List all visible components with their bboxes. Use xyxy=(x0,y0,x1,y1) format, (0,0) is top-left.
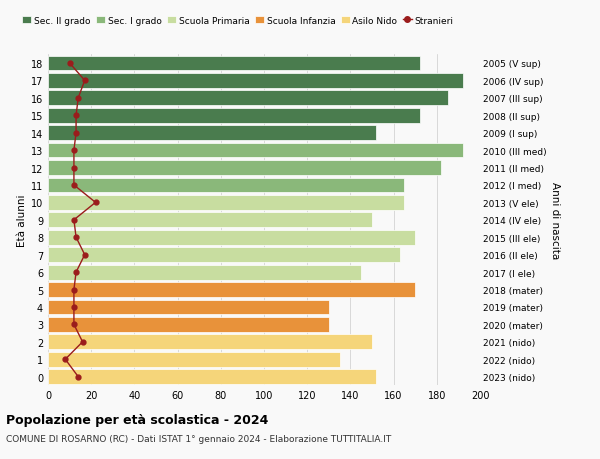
Bar xyxy=(48,109,419,123)
Bar xyxy=(48,352,340,367)
Legend: Sec. II grado, Sec. I grado, Scuola Primaria, Scuola Infanzia, Asilo Nido, Stran: Sec. II grado, Sec. I grado, Scuola Prim… xyxy=(22,17,454,26)
Bar xyxy=(48,300,329,315)
Bar xyxy=(48,143,463,158)
Bar xyxy=(48,282,415,297)
Bar xyxy=(48,230,415,245)
Text: Popolazione per età scolastica - 2024: Popolazione per età scolastica - 2024 xyxy=(6,413,268,426)
Bar xyxy=(48,178,404,193)
Bar xyxy=(48,91,448,106)
Bar xyxy=(48,317,329,332)
Y-axis label: Età alunni: Età alunni xyxy=(17,194,26,246)
Text: COMUNE DI ROSARNO (RC) - Dati ISTAT 1° gennaio 2024 - Elaborazione TUTTITALIA.IT: COMUNE DI ROSARNO (RC) - Dati ISTAT 1° g… xyxy=(6,434,391,443)
Bar xyxy=(48,213,372,228)
Bar xyxy=(48,56,419,71)
Bar xyxy=(48,74,463,89)
Bar xyxy=(48,126,376,141)
Bar xyxy=(48,335,372,349)
Bar xyxy=(48,248,400,263)
Bar xyxy=(48,161,441,175)
Y-axis label: Anni di nascita: Anni di nascita xyxy=(550,182,560,259)
Bar xyxy=(48,265,361,280)
Bar xyxy=(48,369,376,384)
Bar xyxy=(48,196,404,210)
